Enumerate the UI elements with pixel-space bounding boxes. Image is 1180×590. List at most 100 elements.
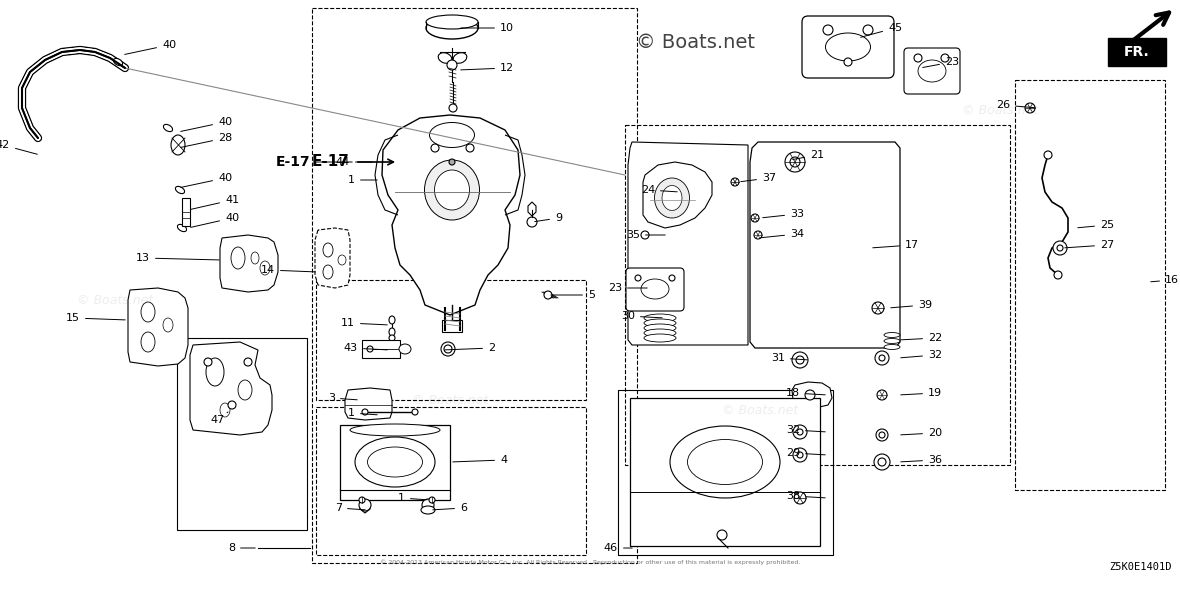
Ellipse shape xyxy=(655,178,689,218)
Polygon shape xyxy=(527,202,536,216)
Text: 23: 23 xyxy=(923,57,959,67)
Text: Z5K0E1401D: Z5K0E1401D xyxy=(1109,562,1172,572)
Ellipse shape xyxy=(441,342,455,356)
Text: 6: 6 xyxy=(433,503,467,513)
Circle shape xyxy=(874,454,890,470)
Text: 1: 1 xyxy=(398,493,427,503)
Bar xyxy=(1015,80,1165,490)
FancyBboxPatch shape xyxy=(904,48,961,94)
Ellipse shape xyxy=(662,185,682,211)
Ellipse shape xyxy=(644,324,676,332)
Ellipse shape xyxy=(219,403,230,417)
Circle shape xyxy=(228,401,236,409)
Text: 36: 36 xyxy=(900,455,942,465)
Ellipse shape xyxy=(176,186,184,194)
Text: 21: 21 xyxy=(793,150,824,160)
Ellipse shape xyxy=(884,345,900,349)
Text: 13: 13 xyxy=(136,253,219,263)
Ellipse shape xyxy=(140,332,155,352)
Text: 5: 5 xyxy=(551,290,595,300)
Ellipse shape xyxy=(206,358,224,386)
Text: 2: 2 xyxy=(445,343,496,353)
Polygon shape xyxy=(643,162,712,228)
Text: FR.: FR. xyxy=(1125,45,1149,59)
Ellipse shape xyxy=(399,344,411,354)
Text: 9: 9 xyxy=(535,213,562,223)
Bar xyxy=(362,340,400,358)
Polygon shape xyxy=(382,115,520,315)
Circle shape xyxy=(359,497,365,503)
Text: 18: 18 xyxy=(786,388,825,398)
Circle shape xyxy=(730,178,739,186)
Circle shape xyxy=(879,432,885,438)
Circle shape xyxy=(863,25,873,35)
Circle shape xyxy=(430,497,435,503)
Text: 1: 1 xyxy=(348,408,378,418)
Polygon shape xyxy=(360,499,371,513)
Text: 19: 19 xyxy=(900,388,942,398)
Text: 11: 11 xyxy=(341,318,387,328)
Circle shape xyxy=(796,452,804,458)
Ellipse shape xyxy=(389,316,395,324)
Polygon shape xyxy=(750,142,900,348)
Ellipse shape xyxy=(323,243,333,257)
Circle shape xyxy=(447,60,457,70)
Circle shape xyxy=(362,409,368,415)
Ellipse shape xyxy=(918,60,946,82)
Text: 3: 3 xyxy=(328,393,358,403)
FancyBboxPatch shape xyxy=(1108,38,1166,66)
Circle shape xyxy=(641,231,649,239)
Circle shape xyxy=(872,302,884,314)
Bar xyxy=(316,407,586,555)
Circle shape xyxy=(754,231,762,239)
Circle shape xyxy=(1057,245,1063,251)
Text: E-17: E-17 xyxy=(312,155,350,169)
Polygon shape xyxy=(792,382,832,408)
Polygon shape xyxy=(219,235,278,292)
Bar xyxy=(177,338,307,530)
Ellipse shape xyxy=(177,224,186,232)
Circle shape xyxy=(717,530,727,540)
Circle shape xyxy=(635,275,641,281)
Text: 40: 40 xyxy=(181,173,232,188)
Circle shape xyxy=(914,54,922,62)
Polygon shape xyxy=(190,342,273,435)
Text: 31: 31 xyxy=(771,353,807,363)
Circle shape xyxy=(793,425,807,439)
Circle shape xyxy=(544,291,552,299)
Ellipse shape xyxy=(355,437,435,487)
Text: © 2004-2013 American Honda Motor Co., Inc. All Rights Reserved.  Reproduction or: © 2004-2013 American Honda Motor Co., In… xyxy=(380,559,800,565)
Text: 16: 16 xyxy=(1150,275,1179,285)
Ellipse shape xyxy=(644,329,676,337)
Text: 26: 26 xyxy=(996,100,1035,110)
Circle shape xyxy=(389,335,395,341)
Text: 35: 35 xyxy=(627,230,666,240)
Ellipse shape xyxy=(644,319,676,327)
Bar xyxy=(625,125,1010,465)
Polygon shape xyxy=(315,228,350,288)
Circle shape xyxy=(796,429,804,435)
Ellipse shape xyxy=(238,380,253,400)
Circle shape xyxy=(1025,103,1035,113)
Polygon shape xyxy=(345,388,392,420)
Circle shape xyxy=(879,355,885,361)
Text: © Boats.net: © Boats.net xyxy=(722,404,798,417)
Text: 15: 15 xyxy=(66,313,125,323)
Circle shape xyxy=(527,217,537,227)
Ellipse shape xyxy=(426,17,478,39)
Circle shape xyxy=(466,144,474,152)
Ellipse shape xyxy=(171,135,185,155)
Ellipse shape xyxy=(644,334,676,342)
Text: © Boats.net: © Boats.net xyxy=(77,293,153,306)
Text: 40: 40 xyxy=(191,213,240,227)
Text: 46: 46 xyxy=(604,543,632,553)
Circle shape xyxy=(792,352,808,368)
Text: 40: 40 xyxy=(125,40,176,54)
Ellipse shape xyxy=(425,160,479,220)
Text: 27: 27 xyxy=(1064,240,1114,250)
Circle shape xyxy=(450,159,455,165)
Circle shape xyxy=(1054,271,1062,279)
Ellipse shape xyxy=(453,53,467,63)
Circle shape xyxy=(669,275,675,281)
Circle shape xyxy=(367,346,373,352)
